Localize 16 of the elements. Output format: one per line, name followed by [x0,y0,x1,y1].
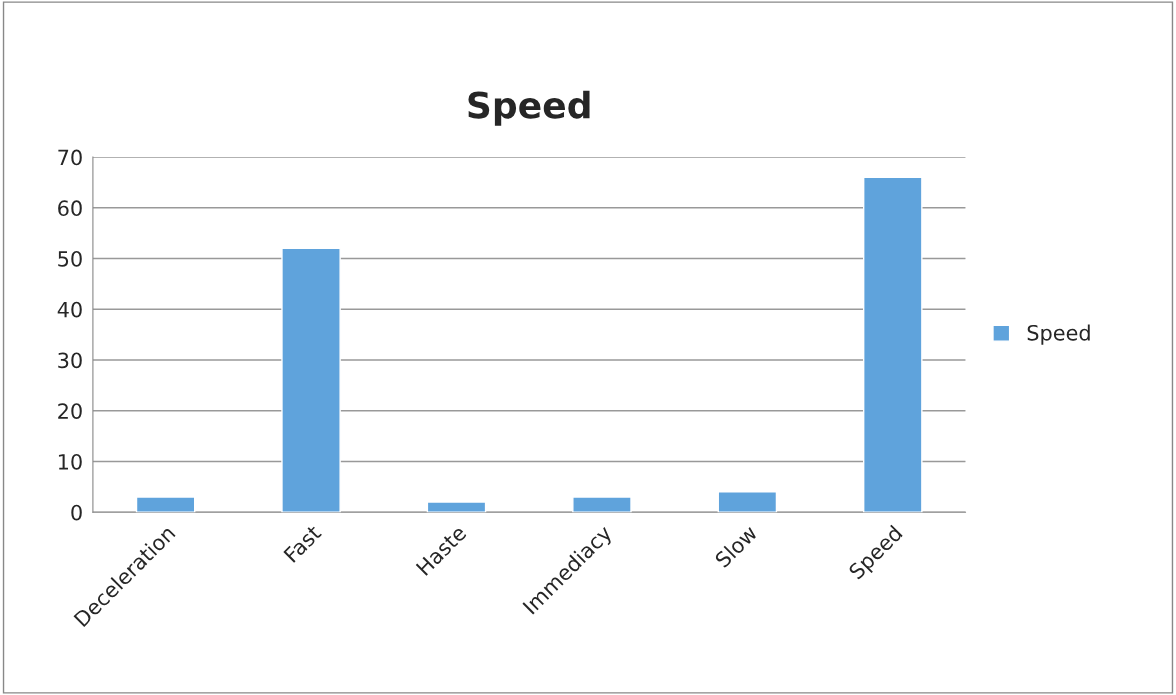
y-tick-label: 0 [71,504,82,521]
bar [717,491,778,513]
y-tick-label: 10 [58,453,82,470]
bar [572,496,632,513]
y-tick-label: 20 [58,403,82,419]
bar [281,247,341,513]
bar [135,496,196,513]
y-tick-label: 60 [58,200,82,217]
y-tick-label: 40 [57,301,82,318]
y-tick-label: 30 [58,352,82,369]
legend-label: Speed [1027,324,1090,345]
bar [862,176,923,513]
chart-title: Speed [468,90,590,126]
y-tick-label: 70 [58,149,82,166]
y-tick-label: 50 [58,250,82,267]
bar [426,501,487,513]
